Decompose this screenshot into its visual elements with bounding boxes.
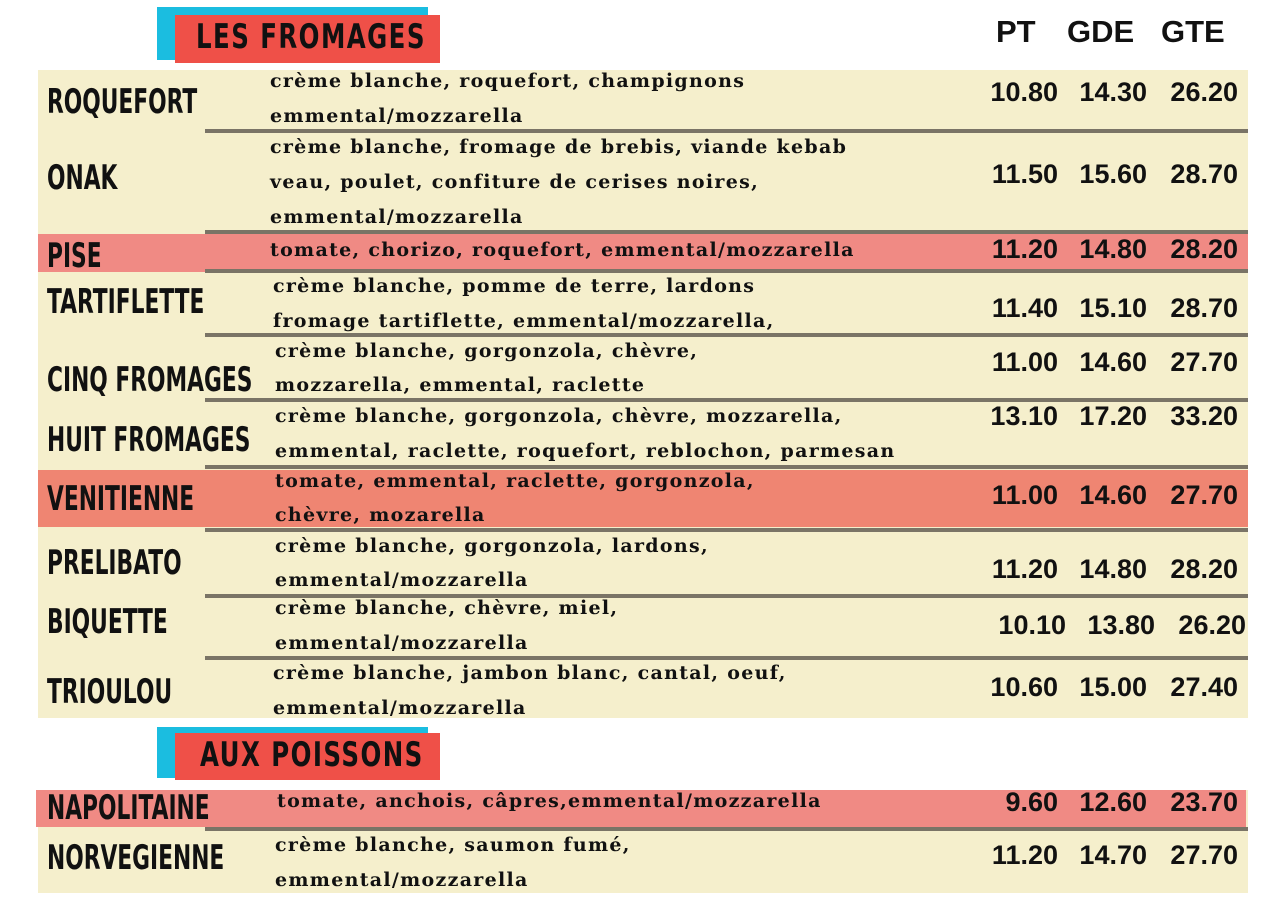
column-header-gte: GTE: [1161, 14, 1225, 49]
pizza-ingredients: tomate, anchois, câpres,emmental/mozzare…: [277, 790, 822, 812]
pizza-name: HUIT FROMAGES: [47, 420, 251, 460]
pizza-ingredients: crème blanche, jambon blanc, cantal, oeu…: [273, 662, 787, 684]
column-header-pt: PT: [996, 14, 1036, 49]
pizza-name: PRELIBATO: [47, 543, 182, 583]
pizza-ingredients: emmental/mozzarella: [270, 206, 524, 228]
column-header-gde: GDE: [1067, 14, 1135, 49]
pizza-name: PISE: [47, 236, 102, 276]
price-gde: 12.60: [1079, 787, 1147, 817]
row-divider: [205, 465, 1248, 469]
pizza-ingredients: emmental/mozzarella: [270, 105, 524, 127]
pizza-ingredients: chèvre, mozarella: [275, 504, 486, 526]
price-gte: 28.20: [1170, 554, 1238, 584]
price-pt: 13.10: [990, 401, 1058, 431]
row-divider: [205, 129, 1248, 133]
price-gte: 27.70: [1170, 480, 1238, 510]
pizza-ingredients: crème blanche, gorgonzola, chèvre,: [275, 340, 699, 362]
pizza-ingredients: emmental, raclette, roquefort, reblochon…: [275, 440, 896, 462]
pizza-name: VENITIENNE: [47, 479, 195, 519]
pizza-ingredients: emmental/mozzarella: [275, 569, 529, 591]
price-pt: 11.50: [991, 159, 1058, 189]
pizza-ingredients: veau, poulet, confiture de cerises noire…: [270, 171, 760, 193]
price-pt: 10.10: [998, 610, 1066, 640]
price-pt: 11.20: [991, 554, 1058, 584]
price-gte: 27.70: [1170, 840, 1238, 870]
section-title-poissons: AUX POISSONS: [200, 735, 424, 775]
pizza-ingredients: emmental/mozzarella: [273, 697, 527, 719]
price-gde: 13.80: [1087, 610, 1155, 640]
price-gte: 33.20: [1170, 401, 1238, 431]
price-pt: 9.60: [1005, 787, 1058, 817]
price-pt: 11.00: [991, 480, 1058, 510]
price-gde: 15.10: [1079, 293, 1147, 323]
price-gde: 14.30: [1079, 77, 1147, 107]
menu-table-background: [38, 70, 1248, 718]
row-divider: [205, 528, 1248, 532]
pizza-ingredients: crème blanche, chèvre, miel,: [275, 597, 619, 619]
pizza-ingredients: crème blanche, saumon fumé,: [275, 834, 631, 856]
price-pt: 10.60: [990, 672, 1058, 702]
section-header-fromages: [175, 15, 440, 63]
pizza-name: ROQUEFORT: [47, 82, 198, 122]
pizza-ingredients: crème blanche, pomme de terre, lardons: [273, 275, 756, 297]
price-pt: 11.00: [991, 347, 1058, 377]
price-gte: 27.70: [1170, 347, 1238, 377]
pizza-ingredients: tomate, emmental, raclette, gorgonzola,: [275, 470, 755, 492]
pizza-name: ONAK: [47, 158, 118, 198]
pizza-name: NORVEGIENNE: [47, 838, 225, 878]
price-gte: 26.20: [1170, 77, 1238, 107]
price-pt: 10.80: [990, 77, 1058, 107]
section-title-fromages: LES FROMAGES: [196, 17, 426, 57]
price-gde: 15.00: [1079, 672, 1147, 702]
pizza-name: TRIOULOU: [47, 672, 173, 712]
price-pt: 11.40: [991, 293, 1058, 323]
price-gde: 14.80: [1079, 234, 1147, 264]
price-gde: 14.70: [1079, 840, 1147, 870]
price-gte: 27.40: [1170, 672, 1238, 702]
price-gte: 28.20: [1170, 234, 1238, 264]
row-divider: [205, 269, 1248, 273]
price-gde: 14.60: [1079, 480, 1147, 510]
pizza-ingredients: crème blanche, gorgonzola, chèvre, mozza…: [275, 405, 843, 427]
pizza-ingredients: fromage tartiflette, emmental/mozzarella…: [273, 310, 775, 332]
pizza-name: TARTIFLETTE: [47, 282, 205, 322]
highlight-row-background: [38, 470, 1248, 527]
pizza-name: BIQUETTE: [47, 602, 168, 642]
pizza-ingredients: crème blanche, roquefort, champignons: [270, 70, 746, 92]
highlight-row-background: [36, 790, 1246, 827]
pizza-ingredients: crème blanche, gorgonzola, lardons,: [275, 535, 709, 557]
row-divider: [205, 827, 1248, 831]
pizza-ingredients: emmental/mozzarella: [275, 632, 529, 654]
pizza-ingredients: crème blanche, fromage de brebis, viande…: [270, 136, 848, 158]
price-gde: 15.60: [1079, 159, 1147, 189]
row-divider: [205, 398, 1248, 402]
price-gte: 26.20: [1178, 610, 1246, 640]
price-pt: 11.20: [991, 840, 1058, 870]
row-divider: [205, 656, 1248, 660]
price-gte: 28.70: [1170, 159, 1238, 189]
highlight-row-background: [38, 234, 1248, 272]
price-gte: 28.70: [1170, 293, 1238, 323]
pizza-ingredients: mozzarella, emmental, raclette: [275, 374, 646, 396]
row-divider: [205, 230, 1248, 234]
row-divider: [205, 333, 1248, 337]
price-gde: 14.80: [1079, 554, 1147, 584]
pizza-ingredients: tomate, chorizo, roquefort, emmental/moz…: [270, 239, 855, 261]
price-gde: 17.20: [1079, 401, 1147, 431]
row-divider: [205, 594, 1248, 598]
price-gde: 14.60: [1079, 347, 1147, 377]
section-header-poissons: [175, 733, 440, 780]
price-gte: 23.70: [1170, 787, 1238, 817]
price-pt: 11.20: [991, 234, 1058, 264]
pizza-name: CINQ FROMAGES: [47, 360, 253, 400]
pizza-name: NAPOLITAINE: [47, 788, 210, 828]
pizza-ingredients: emmental/mozzarella: [275, 869, 529, 891]
